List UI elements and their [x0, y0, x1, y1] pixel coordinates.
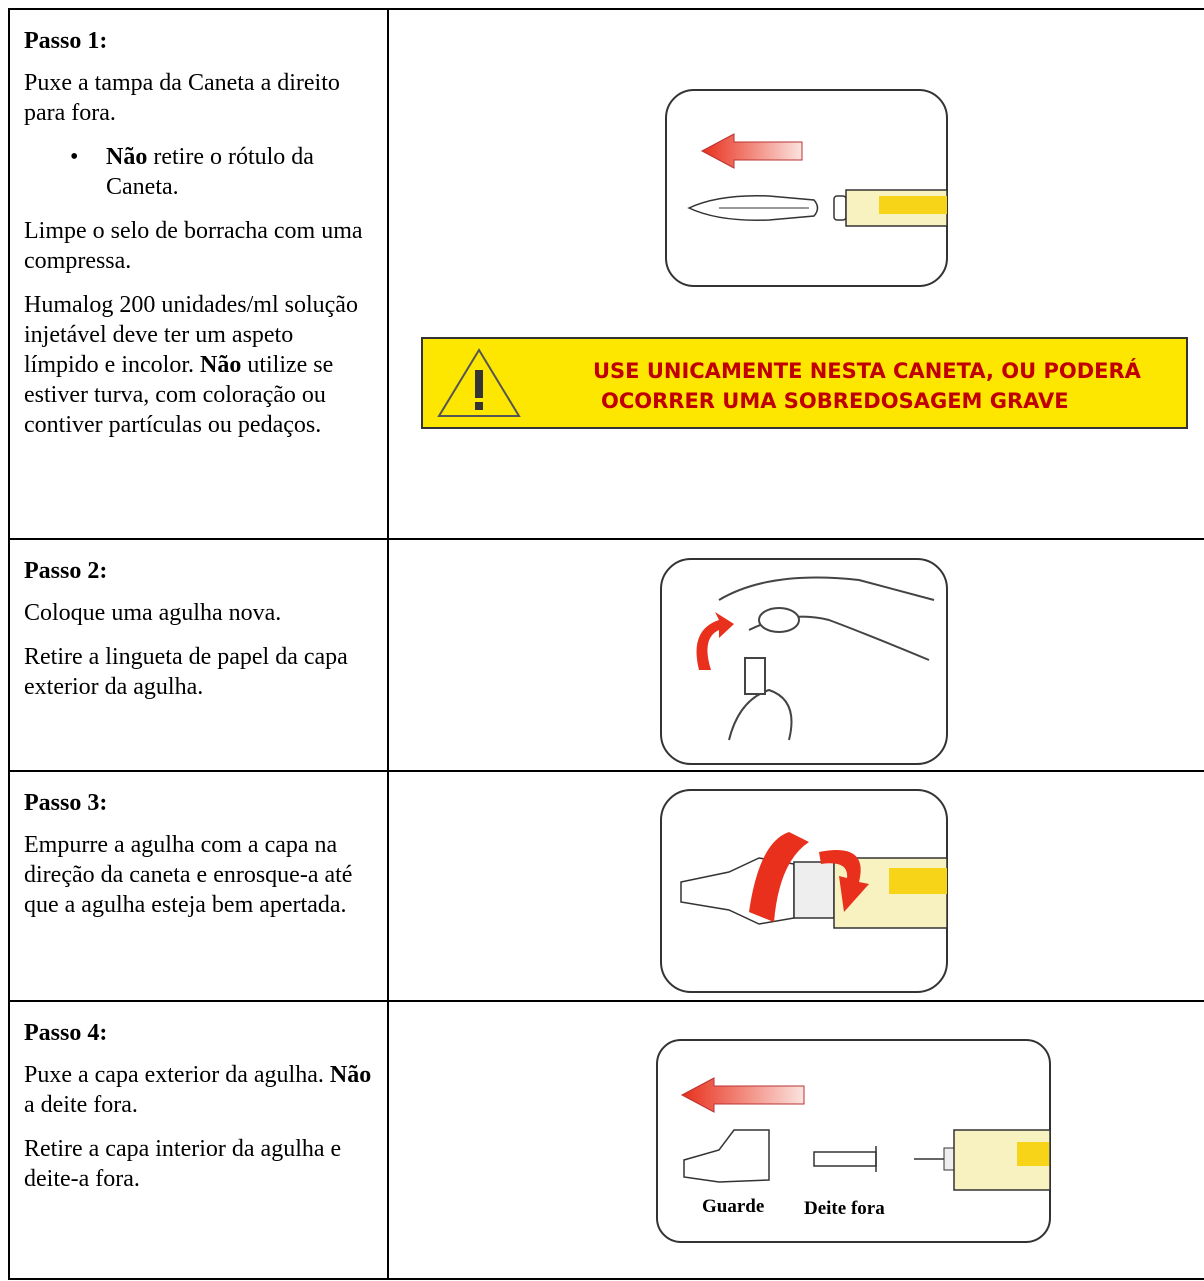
step-image [387, 538, 1204, 772]
paragraph: Empurre a agulha com a capa na direção d… [24, 830, 373, 920]
paragraph: Puxe a tampa da Caneta a direito para fo… [24, 68, 373, 128]
illustration [660, 558, 948, 765]
step-text: Passo 1: Puxe a tampa da Caneta a direito… [8, 8, 389, 540]
step-image [387, 770, 1204, 1002]
paragraph: Humalog 200 unidades/ml solução injetáve… [24, 290, 373, 440]
warning-text: USE UNICAMENTE NESTA CANETA, OU PODERÁ [593, 358, 1142, 383]
step-title: Passo 3: [24, 790, 108, 816]
text-run: Puxe a tampa da Caneta a direito para fo… [24, 70, 346, 126]
text-run: Retire a lingueta de papel da capa exter… [24, 644, 354, 700]
paragraph: Puxe a capa exterior da agulha. Não a de… [24, 1060, 373, 1120]
image-label: Guarde [702, 1196, 764, 1217]
illustration: USE UNICAMENTE NESTA CANETA, OU PODERÁ O… [421, 89, 1188, 429]
text-run: Coloque uma agulha nova. [24, 600, 282, 626]
step-image: Guarde Deite fora [387, 1000, 1204, 1280]
text-run: Não [329, 1062, 372, 1088]
step-image: USE UNICAMENTE NESTA CANETA, OU PODERÁ O… [387, 8, 1204, 540]
illustration [660, 789, 948, 993]
step-title: Passo 4: [24, 1020, 108, 1046]
paragraph: Retire a capa interior da agulha e deite… [24, 1134, 373, 1194]
text-run: Retire a capa interior da agulha e deite… [24, 1136, 348, 1192]
text-run: utilize se estiver turva, com coloração … [24, 352, 340, 438]
text-run: Não [106, 144, 148, 170]
paragraph: Limpe o selo de borracha com uma compres… [24, 216, 373, 276]
text-run: a deite fora. [24, 1062, 378, 1118]
text-run: retire o rótulo da Caneta. [106, 144, 320, 200]
step-text: Passo 4: Puxe a capa exterior da agulha. … [8, 1000, 389, 1280]
step-text: Passo 2: Coloque uma agulha nova. Retire a… [8, 538, 389, 772]
warning-text: OCORRER UMA SOBREDOSAGEM GRAVE [601, 389, 1069, 413]
text-run: Não [199, 352, 242, 378]
paragraph: Coloque uma agulha nova. [24, 598, 373, 628]
paragraph: Retire a lingueta de papel da capa exter… [24, 642, 373, 702]
text-run: Humalog 200 unidades/ml solução injetáve… [24, 292, 364, 378]
image-label: Deite fora [804, 1198, 885, 1219]
text-run: Limpe o selo de borracha com uma compres… [24, 218, 369, 274]
step-title: Passo 1: [24, 28, 108, 54]
step-text: Passo 3: Empurre a agulha com a capa na d… [8, 770, 389, 1002]
text-run: Empurre a agulha com a capa na direção d… [24, 832, 359, 918]
step-title: Passo 2: [24, 558, 108, 584]
instructions-table: Passo 1: Puxe a tampa da Caneta a direito… [8, 8, 1204, 1280]
bullet-item: Não retire o rótulo da Caneta. [70, 142, 373, 202]
illustration: Guarde Deite fora [656, 1039, 1051, 1243]
text-run: Puxe a capa exterior da agulha. [24, 1062, 330, 1088]
